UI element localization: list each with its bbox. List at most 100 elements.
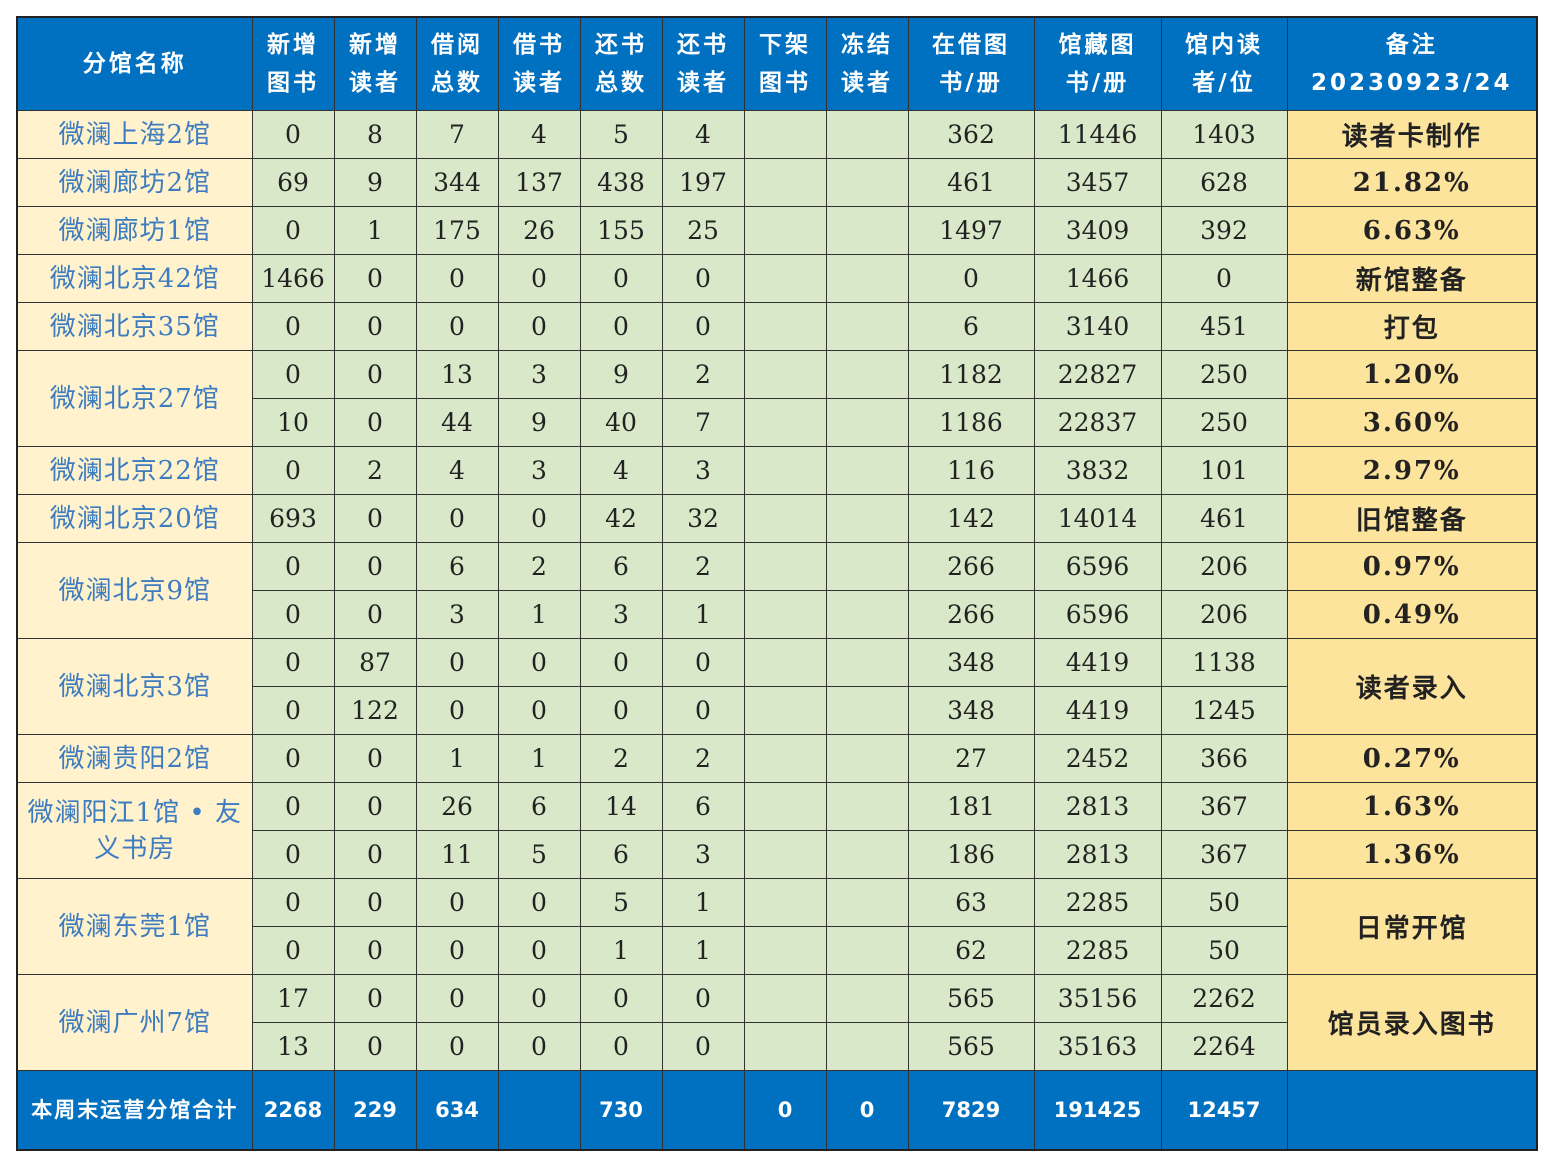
- data-cell: [743, 398, 827, 447]
- data-cell: 5: [497, 830, 581, 879]
- cell-text: 馆内读: [1185, 32, 1263, 58]
- data-cell: 2264: [1160, 1022, 1288, 1071]
- cell-text: 2: [695, 744, 711, 773]
- cell-text: 116: [947, 456, 995, 485]
- cell-text: 2: [613, 744, 629, 773]
- cell-text: 微澜北京42馆: [49, 263, 220, 294]
- cell-text: 1.63%: [1362, 791, 1461, 822]
- cell-text: 0: [449, 984, 465, 1013]
- data-cell: 0: [251, 350, 335, 399]
- data-cell: 0: [251, 686, 335, 735]
- cell-text: 26: [441, 792, 473, 821]
- cell-text: 13: [441, 360, 473, 389]
- branch-row: 0 0 3 1 3 1 266 6596 206 0.49%: [17, 590, 1538, 639]
- data-cell: 1: [579, 926, 663, 975]
- data-cell: 35163: [1033, 1022, 1162, 1071]
- data-cell: 367: [1160, 782, 1288, 831]
- cell-text: 0: [613, 264, 629, 293]
- data-cell: 44: [415, 398, 499, 447]
- cell-text: 0: [449, 1032, 465, 1061]
- cell-text: 1: [695, 600, 711, 629]
- total-cell: [497, 1070, 581, 1151]
- cell-text: 4: [695, 120, 711, 149]
- cell-text: 0: [285, 360, 301, 389]
- cell-text: 6.63%: [1362, 215, 1461, 246]
- cell-text: 者/位: [1192, 70, 1256, 96]
- cell-text: 730: [599, 1098, 643, 1122]
- cell-text: 下架: [759, 32, 811, 58]
- data-cell: 628: [1160, 158, 1288, 207]
- cell-text: 35163: [1057, 1032, 1138, 1061]
- cell-text: 35156: [1057, 984, 1138, 1013]
- data-cell: [825, 686, 909, 735]
- cell-text: 0: [367, 360, 383, 389]
- table-body: 微澜上海2馆 0 8 7 4 5 4 362 11446 1403 读者卡制作 微澜廊坊2馆 69 9 34…: [16, 110, 1538, 1151]
- cell-text: 2: [695, 552, 711, 581]
- data-cell: 3832: [1033, 446, 1162, 495]
- cell-text: 微澜上海2馆: [58, 119, 212, 150]
- note-cell: 1.36%: [1286, 830, 1538, 879]
- data-cell: 0: [415, 302, 499, 351]
- cell-text: 6: [449, 552, 465, 581]
- cell-text: 0: [367, 936, 383, 965]
- data-cell: 0: [251, 878, 335, 927]
- cell-text: 还书: [595, 32, 647, 58]
- cell-text: 读者录入: [1355, 674, 1468, 704]
- data-cell: 14: [579, 782, 663, 831]
- data-cell: [743, 302, 827, 351]
- cell-text: 冻结: [841, 32, 893, 58]
- branch-table: 分馆名称 新增 图书 新增 读者 借阅 总数 借书 读者 还书 总数 还书 读者 下架 图书 冻结 读者 在借图书…: [16, 16, 1538, 1151]
- data-cell: [825, 206, 909, 255]
- note-cell: 1.20%: [1286, 350, 1538, 399]
- data-cell: 0: [333, 398, 417, 447]
- cell-text: 175: [433, 216, 481, 245]
- data-cell: 9: [333, 158, 417, 207]
- cell-text: 2.97%: [1362, 455, 1461, 486]
- data-cell: 2285: [1033, 926, 1162, 975]
- data-cell: 565: [907, 974, 1035, 1023]
- cell-text: 0: [367, 1032, 383, 1061]
- note-cell: 新馆整备: [1286, 254, 1538, 303]
- cell-text: 在借图: [932, 32, 1010, 58]
- cell-text: 181: [947, 792, 995, 821]
- data-cell: 0: [497, 878, 581, 927]
- data-cell: [743, 974, 827, 1023]
- cell-text: 6: [613, 840, 629, 869]
- cell-text: 1497: [939, 216, 1003, 245]
- total-cell: 229: [333, 1070, 417, 1151]
- data-cell: [825, 350, 909, 399]
- branch-row: 微澜北京22馆 0 2 4 3 4 3 116 3832 101 2.97%: [16, 446, 1538, 495]
- cell-text: 图书: [759, 70, 811, 96]
- data-cell: 7: [661, 398, 745, 447]
- cell-text: 新增: [349, 32, 401, 58]
- cell-text: 1: [695, 888, 711, 917]
- note-cell: 读者卡制作: [1286, 110, 1538, 159]
- data-cell: 266: [907, 542, 1035, 591]
- data-cell: 7: [415, 110, 499, 159]
- data-cell: 1497: [907, 206, 1035, 255]
- cell-text: 1186: [939, 408, 1003, 437]
- data-cell: 14014: [1033, 494, 1162, 543]
- cell-text: 25: [687, 216, 719, 245]
- note-cell: 2.97%: [1286, 446, 1538, 495]
- data-cell: 42: [579, 494, 663, 543]
- data-cell: 2262: [1160, 974, 1288, 1023]
- data-cell: 348: [907, 686, 1035, 735]
- header-cell: 馆内读者/位: [1160, 16, 1288, 111]
- cell-text: 0: [531, 264, 547, 293]
- data-cell: 11446: [1033, 110, 1162, 159]
- data-cell: 3409: [1033, 206, 1162, 255]
- data-cell: 0: [497, 974, 581, 1023]
- cell-text: 0: [367, 552, 383, 581]
- data-cell: 0: [333, 1022, 417, 1071]
- note-cell: 旧馆整备: [1286, 494, 1538, 543]
- data-cell: 4: [579, 446, 663, 495]
- cell-text: 17: [277, 984, 309, 1013]
- branch-row: 微澜上海2馆 0 8 7 4 5 4 362 11446 1403 读者卡制作: [16, 110, 1538, 159]
- cell-text: 2264: [1192, 1032, 1256, 1061]
- data-cell: 6596: [1033, 590, 1162, 639]
- branch-name: 微澜廊坊1馆: [16, 206, 253, 255]
- cell-text: 读者: [513, 70, 565, 96]
- cell-text: 22827: [1057, 360, 1138, 389]
- branch-row: 微澜廊坊1馆 0 1 175 26 155 25 1497 3409 392 6.63%: [16, 206, 1538, 255]
